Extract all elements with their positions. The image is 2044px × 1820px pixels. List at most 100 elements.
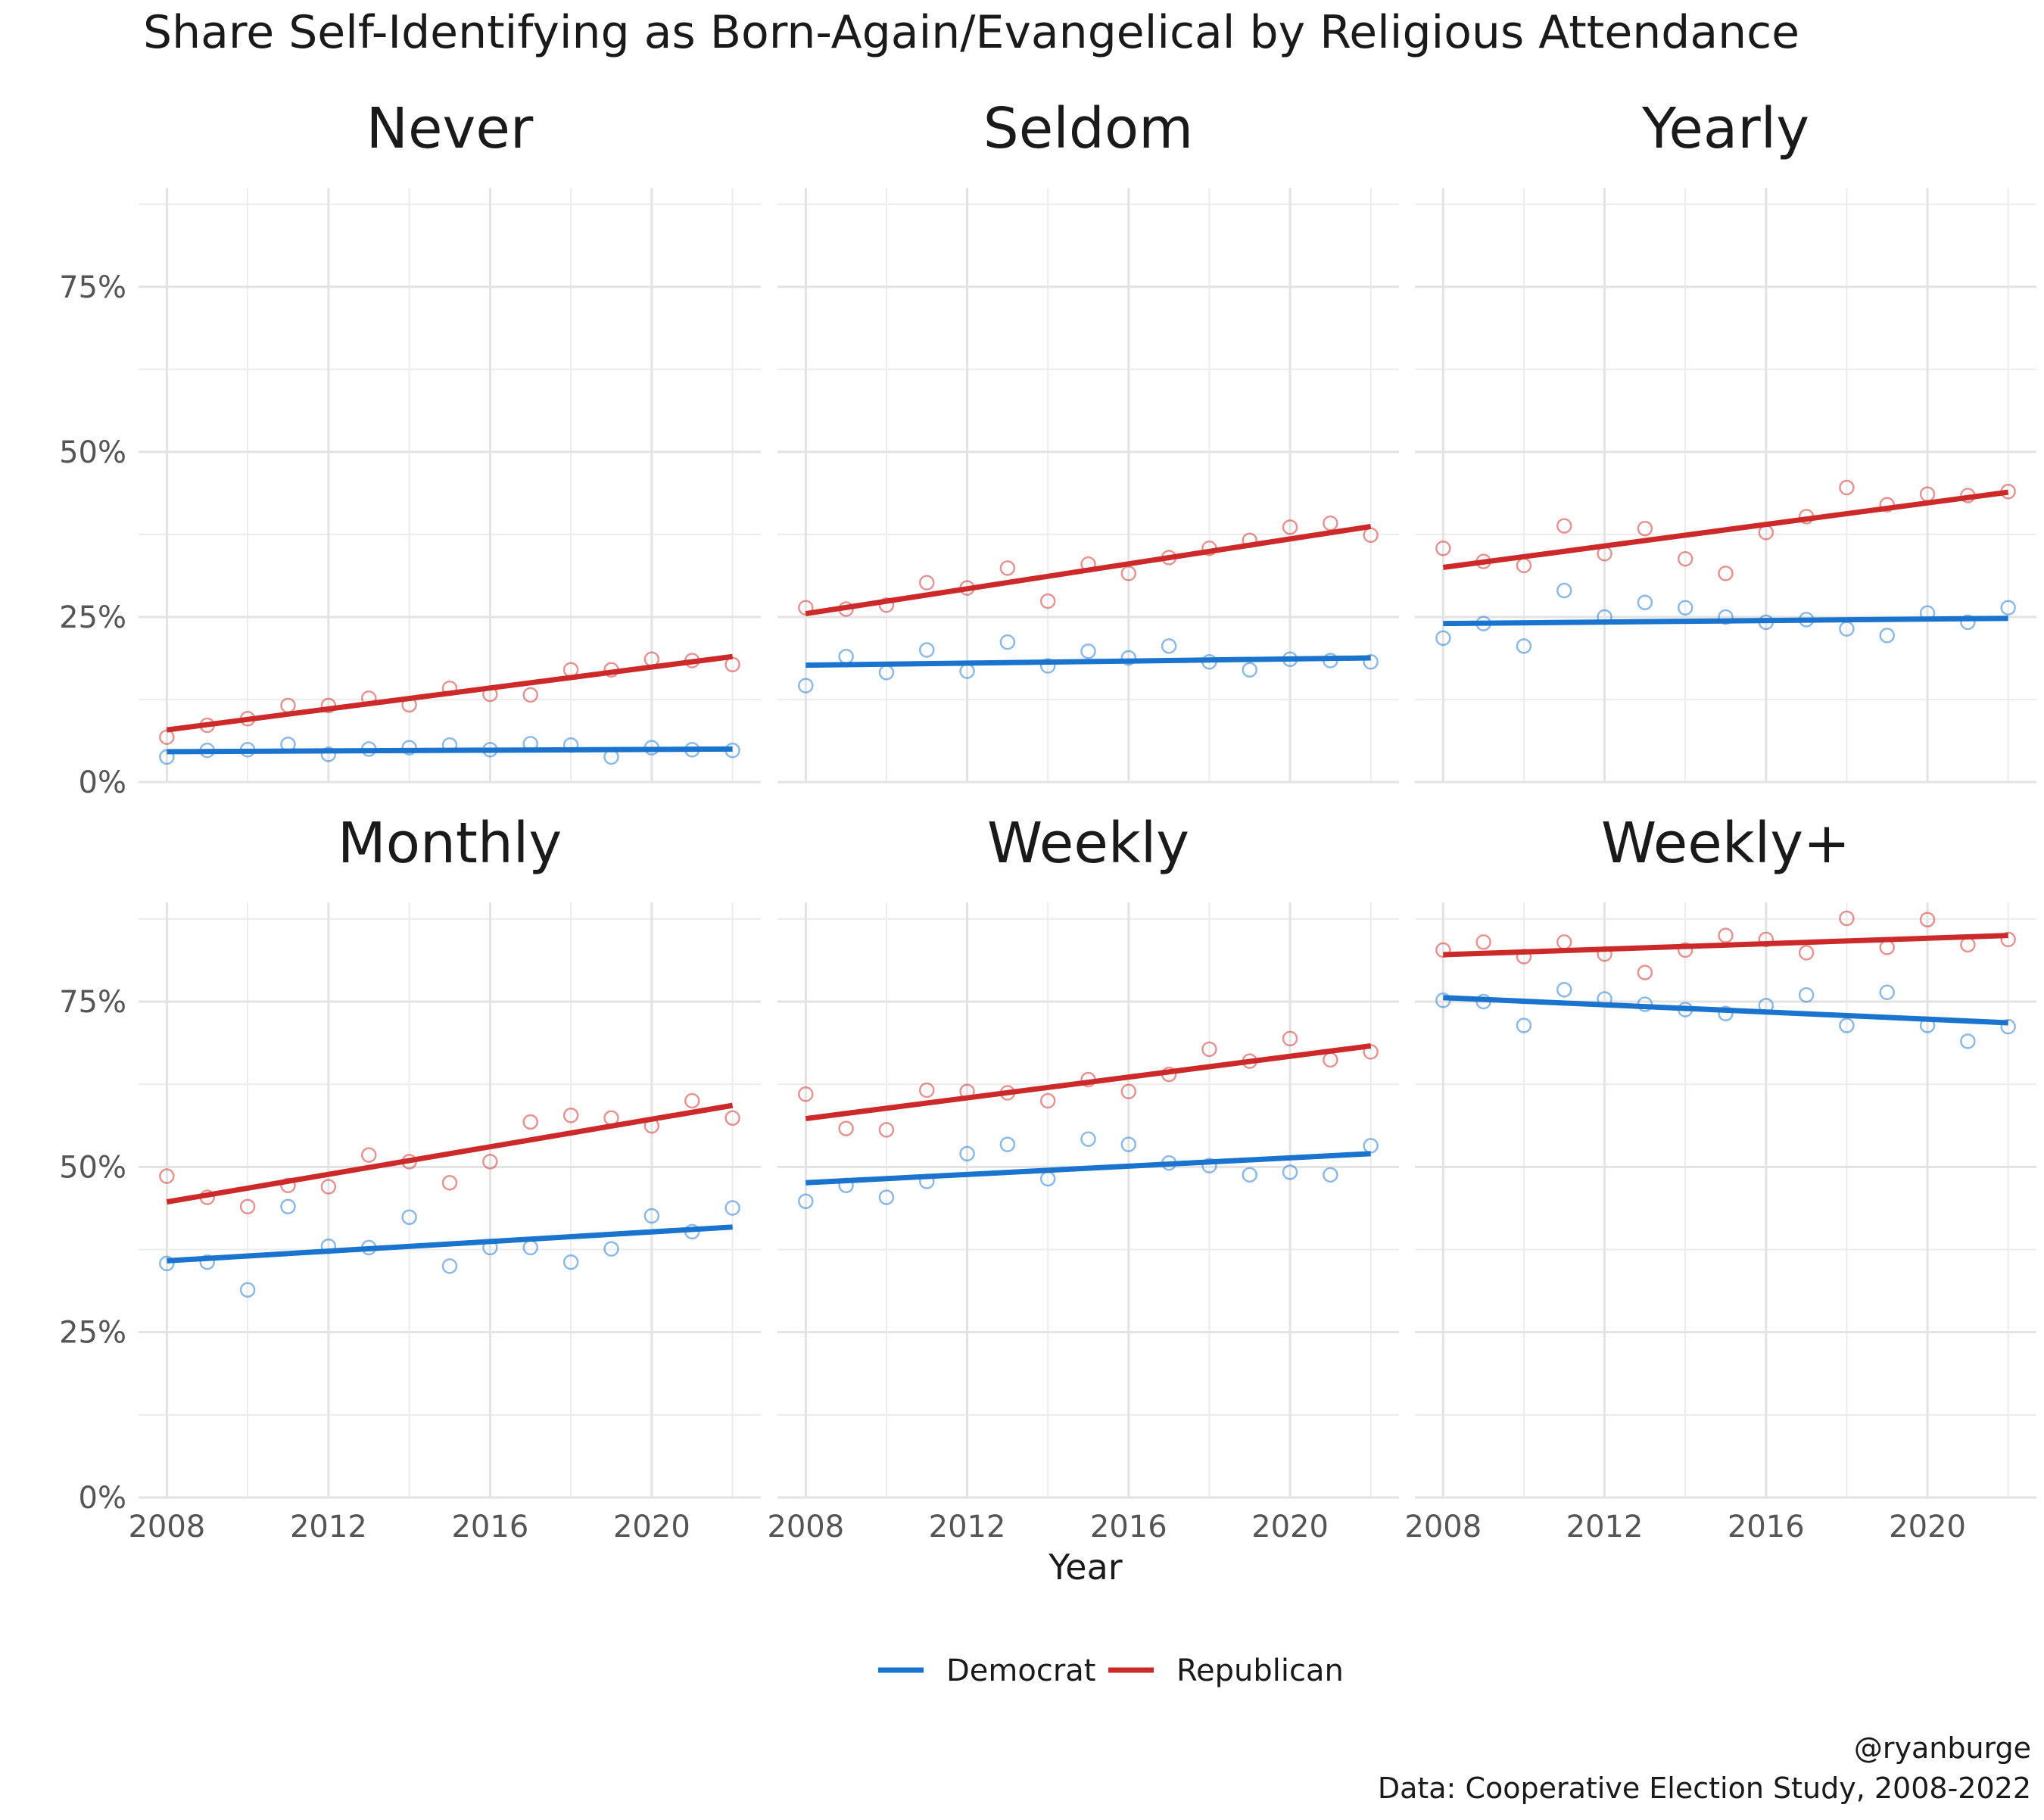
data-point-democrat — [1039, 658, 1056, 674]
data-point-republican — [1282, 519, 1298, 535]
data-point-democrat — [1879, 984, 1895, 1001]
data-point-republican — [684, 1092, 700, 1109]
x-tick-label: 2016 — [1728, 1510, 1805, 1544]
data-point-democrat — [522, 1239, 539, 1256]
trend-line-republican — [1442, 489, 2009, 570]
data-point-democrat — [1637, 594, 1653, 611]
x-tick-label: 2008 — [1404, 1510, 1482, 1544]
data-point-democrat — [2000, 1018, 2016, 1035]
panel-monthly: Monthly 0% 25% 50% 75% 2008 2012 2016 2020 — [59, 811, 761, 1544]
data-point-republican — [1435, 942, 1451, 958]
data-point-democrat — [1120, 1136, 1137, 1152]
data-point-democrat — [603, 1241, 619, 1257]
data-point-democrat — [401, 1209, 417, 1225]
data-point-democrat — [1080, 1131, 1096, 1147]
panel-weekly: Weekly 2008 2012 2016 2020 — [767, 811, 1399, 1544]
data-point-republican — [441, 1175, 458, 1191]
data-point-democrat — [798, 1193, 814, 1209]
data-point-democrat — [1556, 982, 1572, 998]
data-point-republican — [2000, 931, 2016, 948]
facet-label: Monthly — [338, 811, 562, 876]
data-point-republican — [1677, 942, 1693, 958]
data-point-republican — [159, 1168, 175, 1184]
data-point-democrat — [1677, 600, 1693, 615]
x-tick-label: 2020 — [613, 1510, 690, 1544]
data-point-democrat — [1879, 628, 1895, 644]
data-point-republican — [798, 1086, 814, 1102]
data-point-democrat — [199, 1254, 215, 1270]
data-point-democrat — [159, 1255, 175, 1272]
data-point-democrat — [401, 740, 417, 756]
facet-panels: Never 0% 25% 50% 75% Seldom Yearly Monthly 0% 25%… — [59, 96, 2036, 1544]
data-point-democrat — [1161, 638, 1177, 654]
data-point-republican — [1637, 965, 1653, 980]
data-point-democrat — [1960, 614, 1976, 631]
x-axis-label: Year — [1048, 1547, 1122, 1588]
trend-line-republican — [166, 1102, 734, 1205]
data-point-republican — [878, 597, 895, 613]
data-point-republican — [1798, 945, 1815, 961]
panel-weekly-plus: Weekly+ 2008 2012 2016 2020 — [1404, 811, 2036, 1544]
panel-seldom: Seldom — [777, 96, 1399, 784]
data-point-democrat — [1080, 644, 1096, 659]
y-tick-label: 75% — [59, 985, 126, 1020]
data-point-democrat — [1798, 987, 1815, 1003]
data-point-republican — [1039, 1092, 1056, 1109]
data-point-republican — [320, 1179, 337, 1195]
data-point-republican — [1960, 936, 1976, 953]
data-point-democrat — [1201, 1158, 1217, 1173]
x-tick-label: 2020 — [1251, 1510, 1329, 1544]
data-point-democrat — [1120, 650, 1137, 666]
x-tick-label: 2008 — [128, 1510, 205, 1544]
y-tick-label: 75% — [59, 270, 126, 305]
data-point-republican — [798, 600, 814, 615]
data-point-republican — [838, 1120, 854, 1136]
data-point-democrat — [999, 634, 1016, 650]
data-point-democrat — [1242, 1167, 1257, 1183]
data-point-republican — [1323, 515, 1338, 531]
data-point-republican — [919, 575, 935, 591]
legend-label-republican: Republican — [1176, 1653, 1344, 1688]
x-tick-label: 2016 — [1090, 1510, 1167, 1544]
data-point-republican — [360, 1147, 377, 1163]
trend-line-republican — [166, 653, 734, 733]
data-point-democrat — [1435, 630, 1451, 647]
data-point-democrat — [1960, 1033, 1976, 1049]
data-point-republican — [1879, 497, 1895, 513]
data-point-democrat — [320, 746, 337, 762]
data-point-republican — [724, 1110, 740, 1126]
data-point-democrat — [280, 1198, 296, 1214]
data-point-republican — [999, 560, 1016, 576]
data-point-democrat — [838, 649, 854, 665]
data-point-republican — [1323, 1052, 1338, 1068]
x-tick-label: 2020 — [1889, 1510, 1966, 1544]
data-point-democrat — [643, 1208, 660, 1224]
x-tick-label: 2012 — [290, 1510, 367, 1544]
y-tick-label: 0% — [79, 765, 126, 800]
trend-line-democrat — [805, 655, 1371, 668]
legend: Democrat Republican — [878, 1653, 1344, 1688]
data-point-democrat — [1363, 654, 1379, 670]
caption-source: Data: Cooperative Election Study, 2008-2… — [1378, 1772, 2031, 1805]
data-point-republican — [1839, 479, 1855, 496]
facet-label: Never — [366, 96, 534, 161]
data-point-republican — [1718, 566, 1734, 581]
data-point-republican — [239, 1198, 256, 1214]
data-point-democrat — [562, 1254, 579, 1270]
data-point-republican — [1637, 520, 1653, 537]
data-point-democrat — [1282, 1164, 1298, 1180]
panel-yearly: Yearly — [1415, 96, 2036, 784]
data-point-republican — [1556, 518, 1572, 534]
data-point-democrat — [919, 642, 935, 658]
y-tick-label: 0% — [79, 1481, 126, 1516]
trend-line-republican — [805, 523, 1372, 617]
y-tick-label: 50% — [59, 435, 126, 470]
data-point-republican — [1919, 912, 1936, 927]
legend-label-democrat: Democrat — [946, 1653, 1095, 1688]
data-point-republican — [482, 1154, 498, 1170]
data-point-republican — [1677, 550, 1693, 567]
data-point-democrat — [1718, 1005, 1734, 1021]
data-point-republican — [1475, 934, 1491, 950]
y-tick-label: 25% — [59, 1316, 126, 1351]
